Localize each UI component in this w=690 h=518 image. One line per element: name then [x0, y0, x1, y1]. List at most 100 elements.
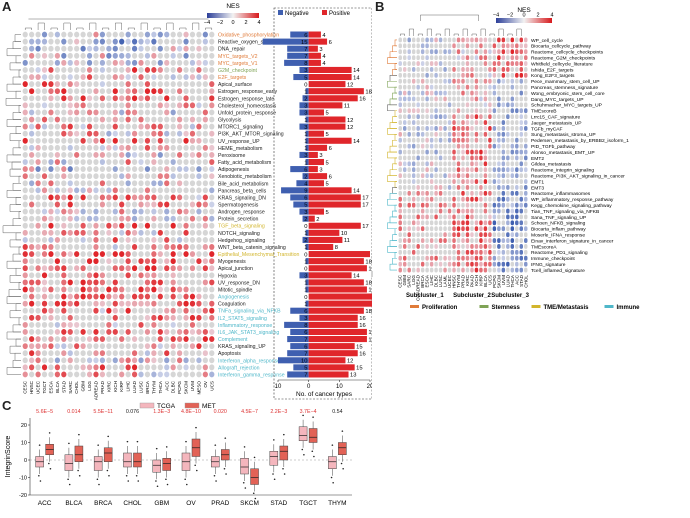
bar-label-positive: 15 — [356, 366, 362, 372]
heatmap-cell — [164, 95, 170, 102]
heatmap-cell — [501, 61, 506, 66]
outlier-point — [213, 474, 216, 477]
heatmap-cell — [131, 123, 138, 130]
heatmap-cell — [492, 161, 497, 167]
heatmap-cell — [170, 215, 176, 222]
heatmap-cell — [474, 220, 479, 226]
heatmap-cell — [425, 78, 429, 84]
heatmap-cell — [434, 155, 438, 161]
heatmap-cell — [209, 67, 215, 73]
heatmap-cell — [416, 167, 420, 173]
heatmap-cell — [22, 314, 28, 321]
heatmap-cell — [420, 67, 425, 72]
heatmap-cell — [519, 37, 524, 43]
nes-legend-tick: −2 — [217, 20, 223, 26]
heatmap-cell — [164, 272, 170, 279]
heatmap-cell — [420, 37, 425, 43]
heatmap-cell — [48, 350, 54, 357]
heatmap-cell — [510, 131, 515, 137]
heatmap-cell — [461, 149, 465, 155]
heatmap-cell — [465, 72, 470, 78]
heatmap-cell — [119, 229, 125, 236]
heatmap-cell — [86, 357, 93, 364]
heatmap-cell — [479, 155, 483, 161]
pvalue-label: 5.5E−11 — [93, 409, 113, 415]
heatmap-cell — [483, 249, 488, 255]
bar-positive — [308, 52, 321, 59]
heatmap-cell — [492, 114, 497, 120]
heatmap-cell — [177, 357, 183, 364]
heatmap-cell — [425, 37, 429, 43]
heatmap-cell — [456, 255, 461, 261]
heatmap-cell — [202, 45, 208, 52]
heatmap-cell — [22, 59, 28, 66]
heatmap-cell — [209, 81, 215, 88]
heatmap-cell — [470, 120, 474, 125]
heatmap-cell — [151, 336, 157, 342]
heatmap-cell — [119, 109, 125, 116]
heatmap-cell — [209, 159, 215, 165]
heatmap-cell — [131, 371, 138, 378]
heatmap-cell — [447, 226, 452, 232]
heatmap-cell — [35, 236, 41, 243]
heatmap-cell — [106, 166, 112, 173]
heatmap-cell — [524, 72, 528, 78]
heatmap-cell — [74, 144, 80, 151]
heatmap-cell — [86, 74, 93, 80]
heatmap-cell — [209, 300, 215, 307]
heatmap-cell — [67, 350, 73, 357]
heatmap-cell — [54, 95, 60, 102]
heatmap-cell — [479, 261, 483, 267]
heatmap-cell — [119, 350, 125, 357]
bar-label-positive: 5 — [326, 132, 329, 138]
heatmap-cell — [86, 286, 93, 293]
heatmap-cell — [131, 38, 138, 45]
heatmap-cell — [144, 222, 151, 229]
heatmap-cell — [106, 67, 112, 73]
outlier-point — [223, 467, 226, 470]
heatmap-cell — [131, 201, 138, 208]
heatmap-cell — [483, 102, 488, 108]
dendrogram-branch — [102, 27, 110, 30]
heatmap-cell — [429, 78, 434, 84]
heatmap-cell — [407, 96, 411, 102]
heatmap-cell — [157, 88, 163, 95]
heatmap-cell — [524, 126, 528, 131]
heatmap-cell — [501, 238, 506, 243]
heatmap-cell — [402, 72, 407, 78]
heatmap-cell — [474, 161, 479, 167]
heatmap-cell — [465, 49, 470, 55]
heatmap-cell — [112, 293, 118, 300]
heatmap-cell — [398, 232, 402, 238]
heatmap-cell — [35, 74, 41, 80]
heatmap-cell — [61, 67, 67, 73]
bar-label-positive: 11 — [344, 104, 350, 110]
heatmap-cell — [144, 343, 151, 350]
heatmap-cell — [189, 102, 196, 109]
heatmap-cell — [434, 167, 438, 173]
panel-c-boxplot: TCGA MET-20-1001020IntegrinScore5.6E−5ACC… — [5, 402, 352, 507]
heatmap-cell — [434, 61, 438, 66]
heatmap-cell — [112, 67, 118, 73]
heatmap-cell — [434, 84, 438, 90]
heatmap-cell — [93, 343, 99, 350]
heatmap-cell — [461, 173, 465, 179]
heatmap-cell — [170, 159, 176, 165]
heatmap-cell — [443, 249, 447, 255]
heatmap-cell — [164, 265, 170, 272]
heatmap-cell — [452, 67, 456, 72]
heatmap-cell — [119, 251, 125, 258]
signature-label: Dang_MYC_targets_UP — [531, 97, 583, 103]
cancer-type-label: ESCA — [48, 380, 53, 393]
heatmap-cell — [112, 222, 118, 229]
heatmap-cell — [474, 137, 479, 143]
heatmap-cell — [519, 255, 524, 261]
heatmap-cell — [112, 173, 118, 180]
pvalue-label: 2.2E−3 — [270, 409, 287, 415]
heatmap-cell — [151, 258, 157, 265]
heatmap-cell — [434, 255, 438, 261]
heatmap-cell — [67, 109, 73, 116]
heatmap-cell — [99, 208, 106, 215]
outlier-point — [156, 485, 159, 488]
heatmap-cell — [35, 265, 41, 272]
